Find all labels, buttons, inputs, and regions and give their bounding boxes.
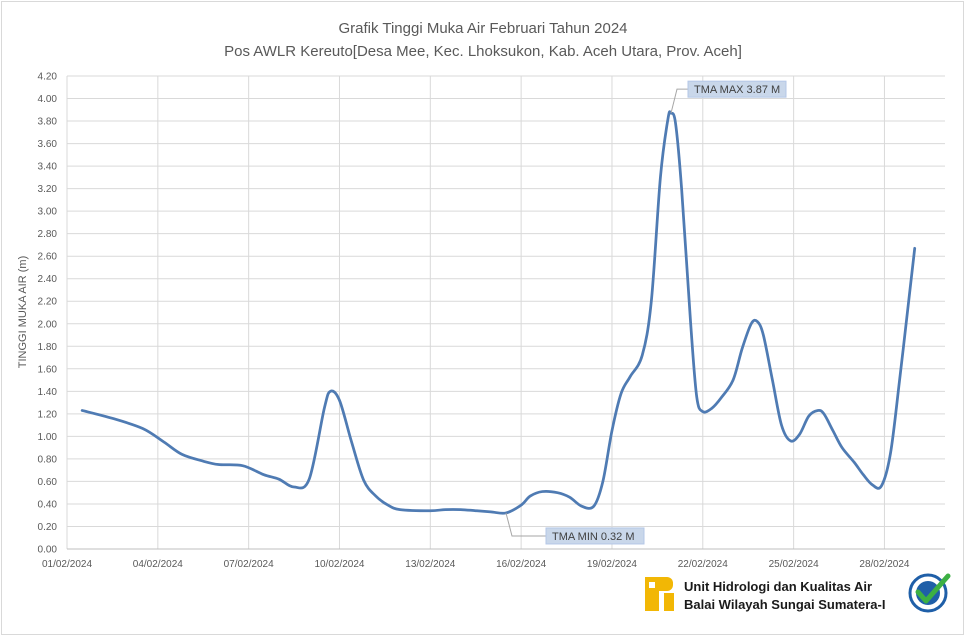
- x-axis-ticks: 01/02/2024 04/02/2024 07/02/2024 10/02/2024…: [42, 559, 910, 570]
- y-tick-label: 3.60: [38, 139, 58, 150]
- y-tick-label: 3.00: [38, 207, 58, 218]
- y-axis-label: TINGGI MUKA AIR (m): [17, 256, 29, 368]
- y-tick-label: 3.40: [38, 162, 58, 173]
- x-tick-label: 01/02/2024: [42, 559, 92, 570]
- annotation-callout: TMA MIN 0.32 M: [505, 512, 645, 545]
- callout-label: TMA MAX 3.87 M: [694, 84, 780, 96]
- x-tick-label: 04/02/2024: [133, 559, 183, 570]
- chart-subtitle: Pos AWLR Kereuto[Desa Mee, Kec. Lhoksuko…: [224, 43, 742, 60]
- y-tick-label: 4.00: [38, 94, 58, 105]
- y-tick-label: 2.20: [38, 297, 58, 308]
- footer-logo: Unit Hidrologi dan Kualitas Air Balai Wi…: [645, 573, 951, 613]
- y-tick-label: 1.60: [38, 364, 58, 375]
- x-tick-label: 25/02/2024: [769, 559, 819, 570]
- gridlines: [66, 75, 945, 550]
- chart-title: Grafik Tinggi Muka Air Februari Tahun 20…: [338, 20, 627, 37]
- x-tick-label: 13/02/2024: [405, 559, 455, 570]
- series-line: [80, 110, 917, 515]
- x-tick-label: 10/02/2024: [314, 559, 364, 570]
- callout-leader: [505, 512, 546, 537]
- x-tick-label: 07/02/2024: [224, 559, 274, 570]
- y-tick-label: 3.80: [38, 117, 58, 128]
- y-tick-label: 4.20: [38, 72, 58, 83]
- callout-leader: [670, 88, 689, 114]
- y-tick-label: 0.40: [38, 499, 58, 510]
- y-tick-label: 2.00: [38, 319, 58, 330]
- footer-line-2: Balai Wilayah Sungai Sumatera-I: [684, 597, 885, 612]
- y-tick-label: 1.00: [38, 432, 58, 443]
- callout-box: [545, 527, 645, 545]
- x-tick-label: 16/02/2024: [496, 559, 546, 570]
- y-tick-label: 1.80: [38, 342, 58, 353]
- y-tick-label: 0.80: [38, 454, 58, 465]
- y-tick-label: 3.20: [38, 184, 58, 195]
- y-tick-label: 0.20: [38, 522, 58, 533]
- pupr-logo-icon: [645, 577, 674, 611]
- y-axis-ticks: 0.00 0.20 0.40 0.60 0.80 1.00 1.20 1.40 1.60 1.80…: [38, 72, 58, 556]
- x-tick-label: 28/02/2024: [859, 559, 909, 570]
- annotations: TMA MAX 3.87 M TMA MIN 0.32 M: [505, 80, 787, 545]
- certified-badge-icon: [908, 573, 951, 613]
- y-tick-label: 0.00: [38, 545, 58, 556]
- y-tick-label: 1.20: [38, 409, 58, 420]
- series-group: [80, 110, 917, 515]
- annotation-callout: TMA MAX 3.87 M: [670, 80, 787, 114]
- x-tick-label: 19/02/2024: [587, 559, 637, 570]
- y-tick-label: 2.40: [38, 274, 58, 285]
- x-tick-label: 22/02/2024: [678, 559, 728, 570]
- callout-box: [687, 80, 787, 98]
- y-tick-label: 2.60: [38, 252, 58, 263]
- callout-label: TMA MIN 0.32 M: [552, 531, 635, 543]
- y-tick-label: 1.40: [38, 387, 58, 398]
- y-tick-label: 2.80: [38, 229, 58, 240]
- y-tick-label: 0.60: [38, 477, 58, 488]
- footer-line-1: Unit Hidrologi dan Kualitas Air: [684, 579, 872, 594]
